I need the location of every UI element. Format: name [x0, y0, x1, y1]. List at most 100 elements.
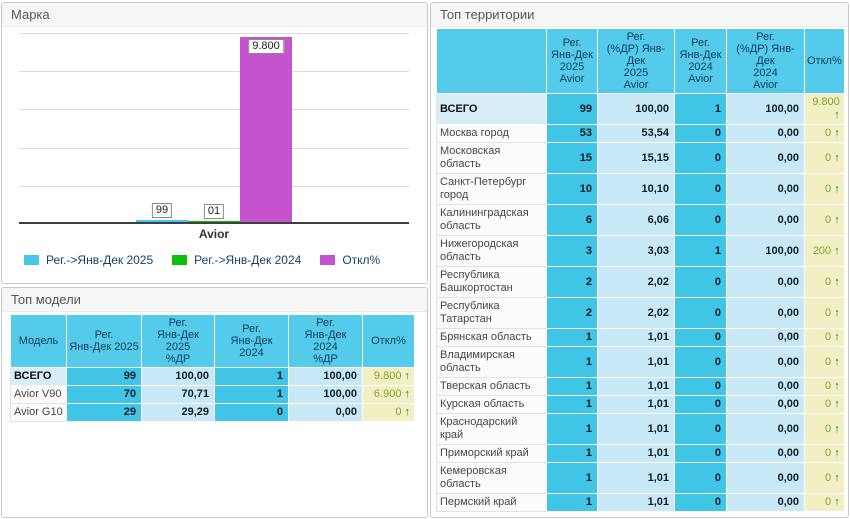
territories-value-cell[interactable]: 1,01 — [598, 445, 675, 463]
territories-value-cell[interactable]: 0,00 — [727, 414, 805, 445]
territories-value-cell[interactable]: 53,54 — [598, 125, 675, 143]
legend-item[interactable]: Откл% — [320, 253, 380, 267]
territories-value-cell[interactable]: 1,01 — [598, 329, 675, 347]
legend-item[interactable]: Рег.->Янв-Дек 2025 — [24, 253, 153, 267]
territories-value-cell[interactable]: 1 — [547, 494, 598, 512]
territories-value-cell[interactable]: 0 — [675, 445, 727, 463]
territories-column-header[interactable]: Рег. Янв-Дек 2024 Avior — [675, 29, 727, 94]
territories-value-cell[interactable]: 6 — [547, 205, 598, 236]
territories-deviation-cell[interactable]: 0 ↑ — [805, 125, 845, 143]
territories-deviation-cell[interactable]: 0 ↑ — [805, 396, 845, 414]
territories-value-cell[interactable]: 1,01 — [598, 396, 675, 414]
models-value-cell[interactable]: 100,00 — [289, 368, 363, 386]
territories-deviation-cell[interactable]: 0 ↑ — [805, 347, 845, 378]
territories-deviation-cell[interactable]: 0 ↑ — [805, 174, 845, 205]
models-value-cell[interactable]: 70,71 — [142, 386, 215, 404]
models-column-header[interactable]: Рег. Янв-Дек 2025 — [67, 315, 142, 368]
territories-row-label[interactable]: Московская область — [437, 143, 547, 174]
models-value-cell[interactable]: 100,00 — [142, 368, 215, 386]
territories-value-cell[interactable]: 0 — [675, 143, 727, 174]
models-value-cell[interactable]: 1 — [215, 386, 289, 404]
territories-deviation-cell[interactable]: 0 ↑ — [805, 445, 845, 463]
territories-row-label[interactable]: Кемеровская область — [437, 463, 547, 494]
territories-value-cell[interactable]: 0 — [675, 329, 727, 347]
territories-value-cell[interactable]: 1,01 — [598, 347, 675, 378]
territories-value-cell[interactable]: 1 — [547, 445, 598, 463]
territories-value-cell[interactable]: 2,02 — [598, 267, 675, 298]
territories-row-label[interactable]: Курская область — [437, 396, 547, 414]
territories-value-cell[interactable]: 10 — [547, 174, 598, 205]
territories-value-cell[interactable]: 0,00 — [727, 143, 805, 174]
territories-value-cell[interactable]: 1 — [547, 329, 598, 347]
models-row-label[interactable]: ВСЕГО — [11, 368, 67, 386]
territories-value-cell[interactable]: 0,00 — [727, 329, 805, 347]
models-value-cell[interactable]: 0 — [215, 404, 289, 422]
territories-column-header[interactable] — [437, 29, 547, 94]
territories-deviation-cell[interactable]: 200 ↑ — [805, 236, 845, 267]
territories-row-label[interactable]: Санкт-Петербург город — [437, 174, 547, 205]
territories-row-label[interactable]: Владимирская область — [437, 347, 547, 378]
territories-deviation-cell[interactable]: 9.800 ↑ — [805, 94, 845, 125]
territories-value-cell[interactable]: 1,01 — [598, 414, 675, 445]
territories-row-label[interactable]: Пермский край — [437, 494, 547, 512]
territories-column-header[interactable]: Рег. Янв-Дек 2025 Avior — [547, 29, 598, 94]
territories-value-cell[interactable]: 2,02 — [598, 298, 675, 329]
territories-row-label[interactable]: Нижегородская область — [437, 236, 547, 267]
territories-value-cell[interactable]: 10,10 — [598, 174, 675, 205]
territories-row-label[interactable]: ВСЕГО — [437, 94, 547, 125]
territories-value-cell[interactable]: 15,15 — [598, 143, 675, 174]
territories-row-label[interactable]: Москва город — [437, 125, 547, 143]
territories-value-cell[interactable]: 0 — [675, 396, 727, 414]
territories-value-cell[interactable]: 1 — [547, 347, 598, 378]
bar-deviation[interactable] — [240, 37, 292, 222]
territories-value-cell[interactable]: 100,00 — [598, 94, 675, 125]
models-column-header[interactable]: Рег. Янв-Дек 2024 %ДР — [289, 315, 363, 368]
territories-value-cell[interactable]: 1 — [547, 414, 598, 445]
territories-value-cell[interactable]: 100,00 — [727, 94, 805, 125]
territories-value-cell[interactable]: 0 — [675, 463, 727, 494]
models-value-cell[interactable]: 70 — [67, 386, 142, 404]
territories-value-cell[interactable]: 1,01 — [598, 378, 675, 396]
territories-deviation-cell[interactable]: 0 ↑ — [805, 267, 845, 298]
territories-value-cell[interactable]: 0 — [675, 414, 727, 445]
territories-value-cell[interactable]: 0 — [675, 298, 727, 329]
territories-value-cell[interactable]: 53 — [547, 125, 598, 143]
territories-deviation-cell[interactable]: 0 ↑ — [805, 329, 845, 347]
models-value-cell[interactable]: 1 — [215, 368, 289, 386]
territories-value-cell[interactable]: 1 — [675, 236, 727, 267]
territories-value-cell[interactable]: 1 — [675, 94, 727, 125]
territories-value-cell[interactable]: 0 — [675, 174, 727, 205]
models-column-header[interactable]: Откл% — [363, 315, 415, 368]
territories-deviation-cell[interactable]: 0 ↑ — [805, 205, 845, 236]
models-value-cell[interactable]: 100,00 — [289, 386, 363, 404]
territories-row-label[interactable]: Брянская область — [437, 329, 547, 347]
models-value-cell[interactable]: 99 — [67, 368, 142, 386]
territories-value-cell[interactable]: 0,00 — [727, 396, 805, 414]
territories-value-cell[interactable]: 0 — [675, 378, 727, 396]
models-column-header[interactable]: Модель — [11, 315, 67, 368]
territories-deviation-cell[interactable]: 0 ↑ — [805, 463, 845, 494]
territories-value-cell[interactable]: 6,06 — [598, 205, 675, 236]
territories-value-cell[interactable]: 0 — [675, 125, 727, 143]
territories-column-header[interactable]: Рег. (%ДР) Янв-Дек 2025 Avior — [598, 29, 675, 94]
territories-value-cell[interactable]: 0 — [675, 347, 727, 378]
territories-value-cell[interactable]: 0 — [675, 494, 727, 512]
models-deviation-cell[interactable]: 6.900 ↑ — [363, 386, 415, 404]
territories-value-cell[interactable]: 15 — [547, 143, 598, 174]
territories-value-cell[interactable]: 0,00 — [727, 205, 805, 236]
territories-value-cell[interactable]: 0 — [675, 205, 727, 236]
territories-value-cell[interactable]: 0,00 — [727, 463, 805, 494]
territories-deviation-cell[interactable]: 0 ↑ — [805, 494, 845, 512]
territories-row-label[interactable]: Калининградская область — [437, 205, 547, 236]
territories-value-cell[interactable]: 0,00 — [727, 267, 805, 298]
territories-row-label[interactable]: Краснодарский край — [437, 414, 547, 445]
territories-value-cell[interactable]: 2 — [547, 298, 598, 329]
territories-deviation-cell[interactable]: 0 ↑ — [805, 414, 845, 445]
models-value-cell[interactable]: 29 — [67, 404, 142, 422]
territories-deviation-cell[interactable]: 0 ↑ — [805, 378, 845, 396]
models-column-header[interactable]: Рег. Янв-Дек 2024 — [215, 315, 289, 368]
territories-value-cell[interactable]: 0,00 — [727, 174, 805, 205]
territories-value-cell[interactable]: 100,00 — [727, 236, 805, 267]
territories-value-cell[interactable]: 1 — [547, 463, 598, 494]
models-deviation-cell[interactable]: 0 ↑ — [363, 404, 415, 422]
